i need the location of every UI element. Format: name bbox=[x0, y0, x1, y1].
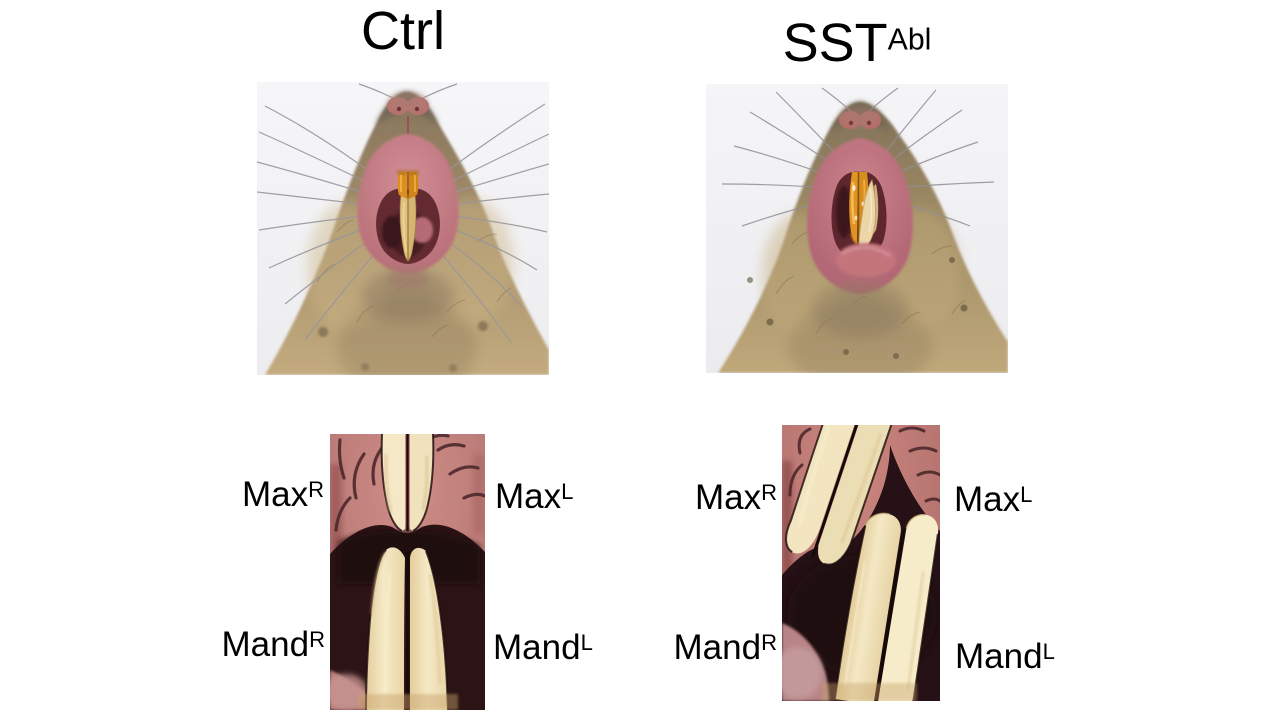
misaligned-lower-incisors bbox=[858, 178, 879, 249]
label-base: Max bbox=[954, 480, 1021, 519]
label-ctrl-mand-right: MandR bbox=[222, 624, 325, 665]
nose bbox=[839, 106, 881, 148]
label-ctrl-mand-left: MandL bbox=[493, 627, 593, 668]
photo-ctrl-mouse bbox=[257, 82, 549, 375]
label-base: Max bbox=[495, 477, 562, 516]
label-ctrl-max-right: MaxR bbox=[242, 474, 324, 515]
sst-mouse-photo-svg bbox=[706, 84, 1008, 373]
column-title-ctrl: Ctrl bbox=[257, 0, 549, 62]
mandibular-incisors bbox=[365, 547, 449, 710]
gum-overlay-strip bbox=[822, 683, 917, 701]
label-base: Mand bbox=[955, 637, 1043, 676]
label-ctrl-max-left: MaxL bbox=[495, 476, 573, 517]
label-base: Mand bbox=[493, 628, 581, 667]
label-base: Max bbox=[694, 478, 762, 517]
label-superscript: L bbox=[561, 479, 574, 505]
sst-occlusion-svg bbox=[782, 425, 940, 701]
label-sst-max-left: MaxL bbox=[954, 479, 1032, 520]
upper-incisors bbox=[397, 170, 419, 199]
illustration-ctrl-incisors bbox=[330, 434, 485, 710]
mandibular-incisors bbox=[833, 512, 939, 701]
label-superscript: L bbox=[580, 630, 593, 656]
label-superscript: R bbox=[309, 627, 325, 653]
ctrl-mouse-photo-svg bbox=[257, 82, 549, 375]
photo-sst-mouse bbox=[706, 84, 1008, 373]
column-title-sst: SSTAbl bbox=[706, 12, 1008, 74]
label-superscript: L bbox=[1020, 482, 1033, 508]
label-sst-mand-right: MandR bbox=[674, 627, 777, 668]
maxillary-incisors bbox=[380, 434, 435, 532]
label-superscript: L bbox=[1042, 639, 1055, 665]
maxillary-incisors bbox=[785, 425, 894, 566]
column-title-sst-text: SST bbox=[782, 13, 888, 73]
column-title-sst-superscript: Abl bbox=[887, 23, 932, 57]
ctrl-occlusion-svg bbox=[330, 434, 485, 710]
gum-bottom bbox=[782, 623, 829, 701]
gum-overlay-strip bbox=[358, 694, 458, 710]
label-base: Mand bbox=[673, 628, 762, 667]
chin bbox=[812, 243, 908, 338]
label-sst-max-right: MaxR bbox=[695, 477, 777, 518]
label-sst-mand-left: MandL bbox=[955, 636, 1055, 677]
column-title-ctrl-text: Ctrl bbox=[361, 1, 445, 61]
label-base: Max bbox=[241, 475, 309, 514]
illustration-sst-incisors bbox=[782, 425, 940, 701]
label-superscript: R bbox=[761, 480, 777, 506]
label-base: Mand bbox=[221, 625, 310, 664]
label-superscript: R bbox=[761, 630, 777, 656]
tongue bbox=[411, 217, 433, 243]
chin-fur bbox=[362, 270, 454, 322]
fur-curl-strokes bbox=[334, 434, 485, 532]
lower-incisors bbox=[399, 193, 417, 263]
label-superscript: R bbox=[308, 477, 324, 503]
